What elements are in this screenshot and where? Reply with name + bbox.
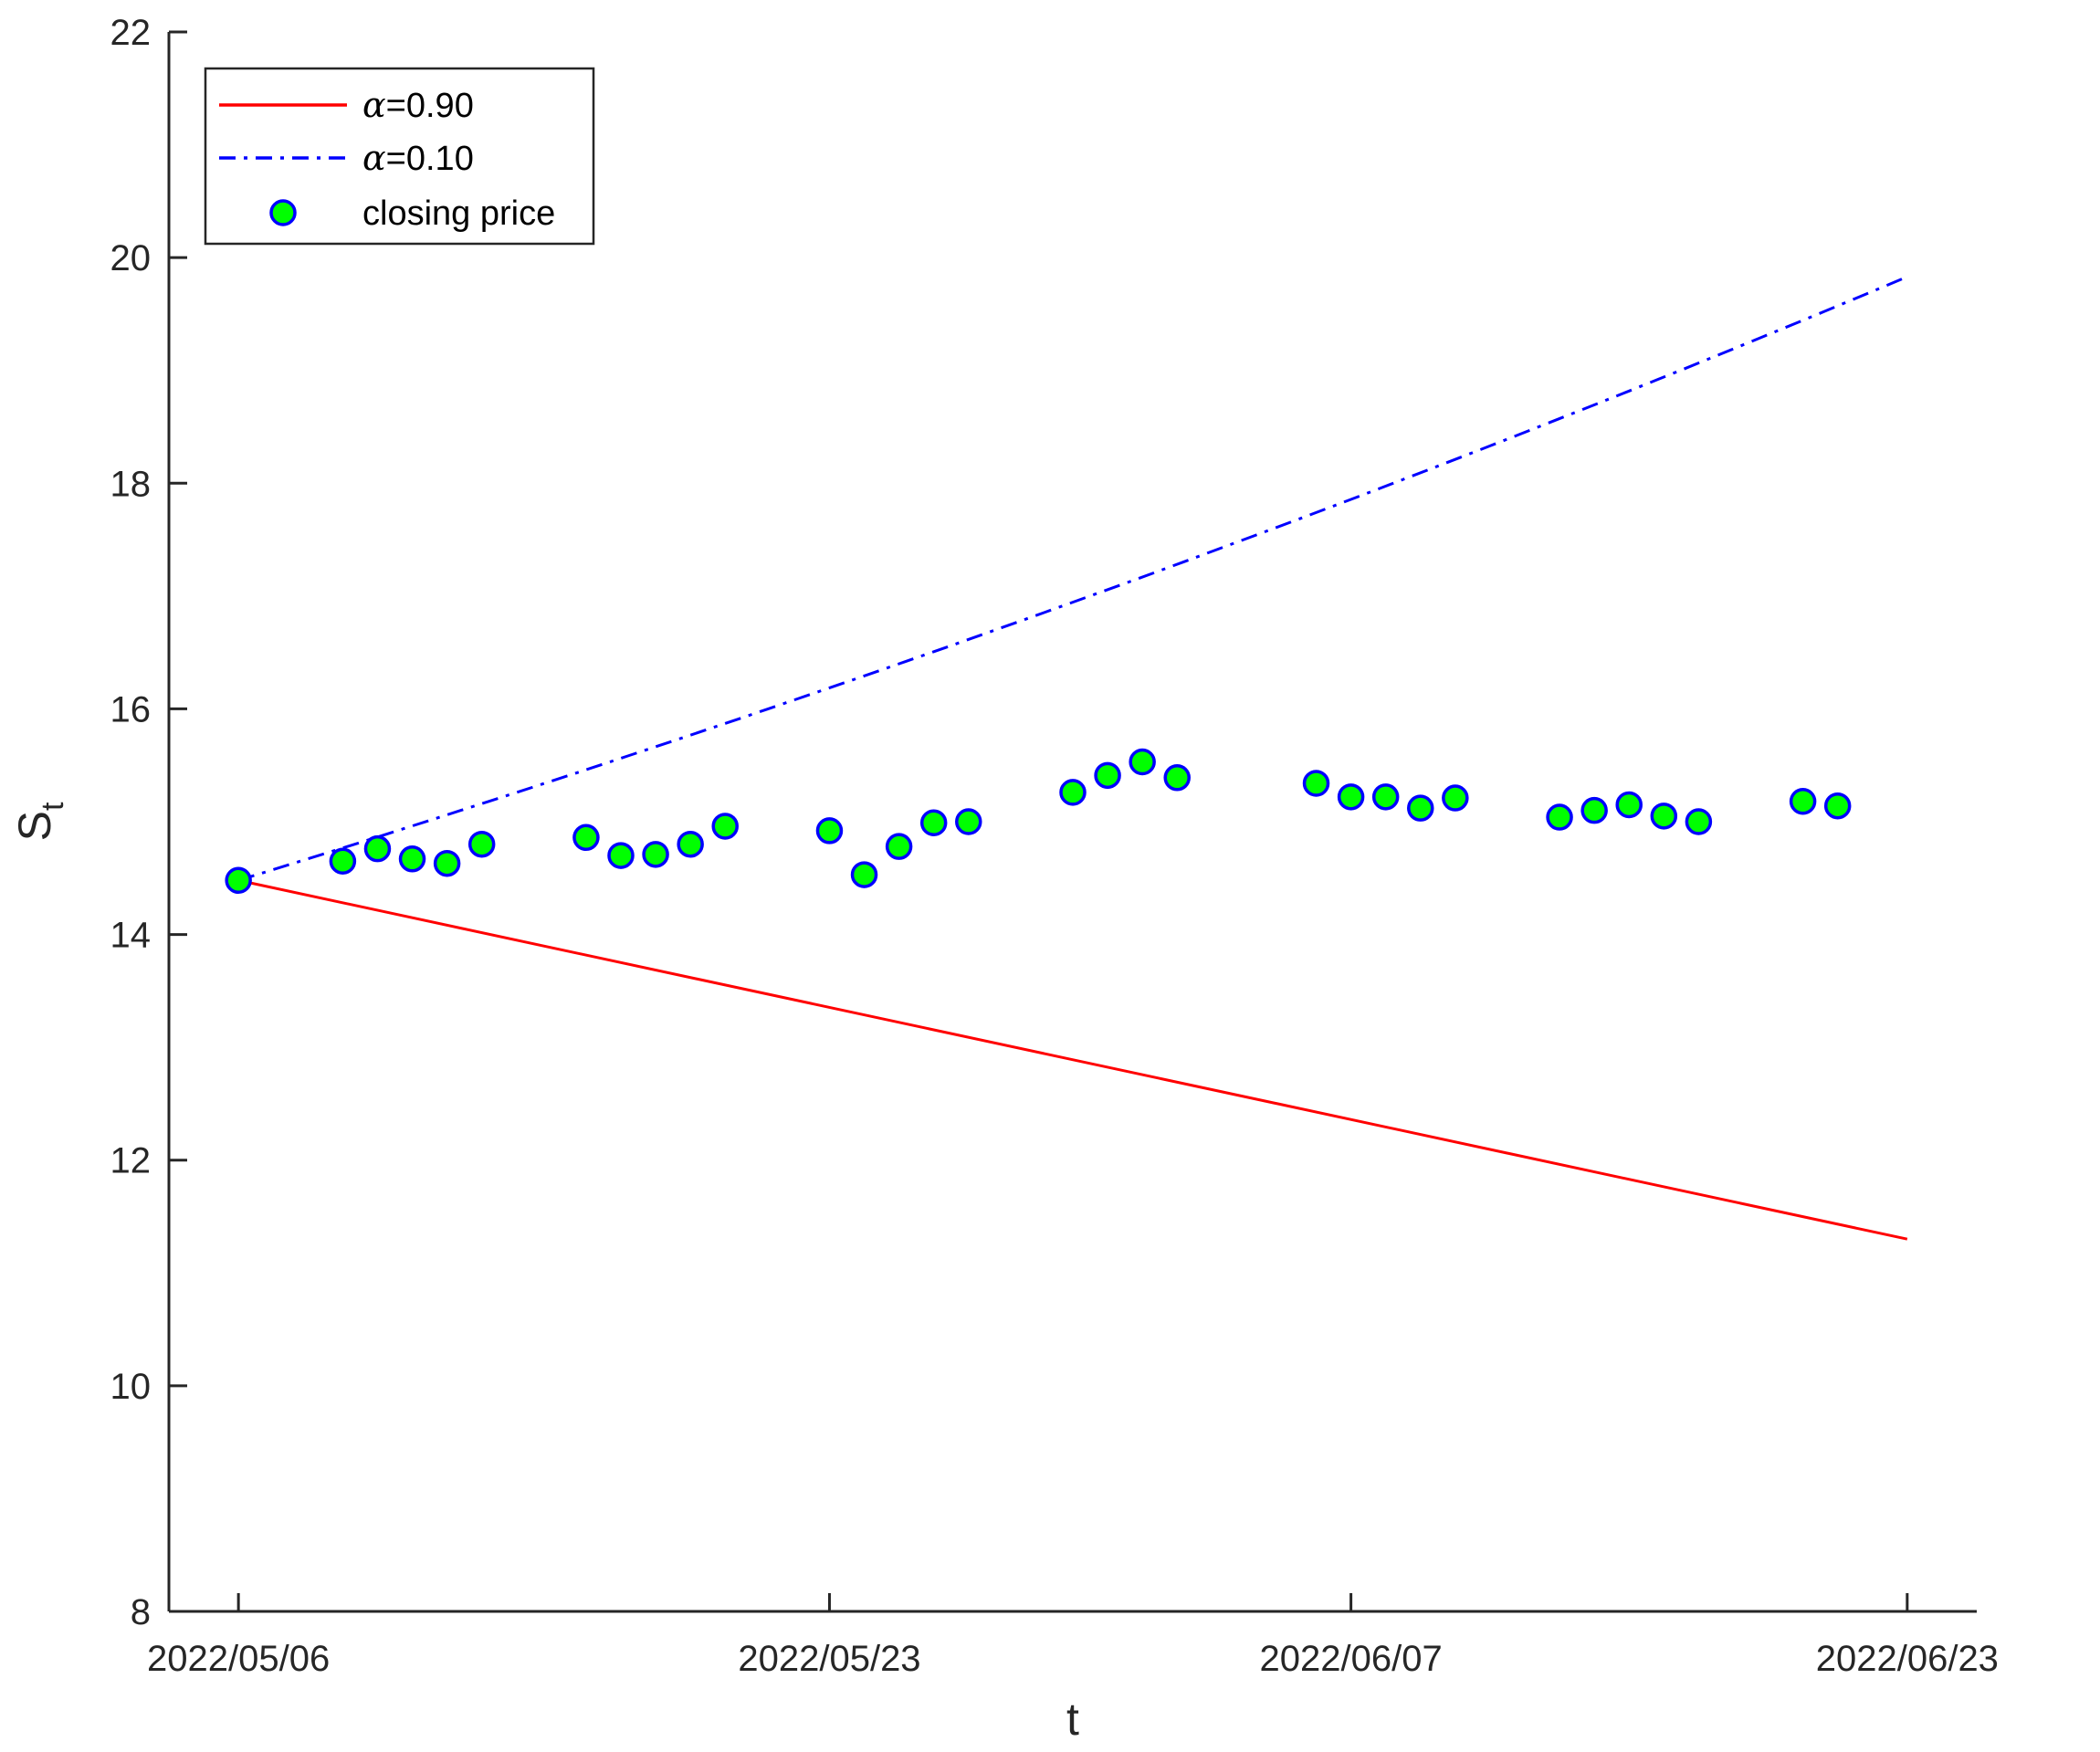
y-tick-label: 22 xyxy=(110,13,152,53)
closing-price-point xyxy=(1442,784,1469,812)
y-tick-label: 14 xyxy=(110,916,152,956)
closing-price-point xyxy=(711,813,739,840)
x-axis-title: t xyxy=(1066,1694,1079,1745)
series-line-alpha-010 xyxy=(237,275,1908,882)
closing-price-point xyxy=(467,830,496,858)
x-tick-label: 2022/06/07 xyxy=(1260,1639,1443,1679)
closing-price-point xyxy=(1580,796,1608,824)
y-tick-label: 18 xyxy=(110,464,152,504)
closing-price-point xyxy=(815,817,844,845)
closing-price-point xyxy=(677,830,704,858)
closing-price-point xyxy=(398,845,426,873)
x-tick-label: 2022/05/06 xyxy=(147,1639,330,1679)
legend-value: =0.90 xyxy=(386,87,474,125)
closing-price-point xyxy=(1302,770,1330,797)
closing-price-point xyxy=(1650,803,1678,830)
x-tick-label: 2022/05/23 xyxy=(738,1639,920,1679)
closing-price-point xyxy=(1685,808,1713,835)
closing-price-point xyxy=(1823,792,1852,820)
closing-price-point xyxy=(1407,794,1434,822)
closing-price-point xyxy=(607,842,635,869)
closing-price-point xyxy=(572,824,600,852)
y-tick-label: 12 xyxy=(110,1141,152,1181)
closing-price-point xyxy=(1546,803,1573,831)
legend-label-closing-price: closing price xyxy=(362,194,555,233)
closing-price-point xyxy=(919,809,948,836)
y-tick-label: 20 xyxy=(110,238,152,278)
series-line-alpha-090 xyxy=(237,878,1908,1241)
closing-price-point xyxy=(1059,779,1087,806)
series-layer xyxy=(225,275,1908,1241)
y-axis-title: St xyxy=(9,802,70,841)
legend-value: =0.10 xyxy=(386,140,474,178)
y-tick-label: 8 xyxy=(131,1592,151,1632)
closing-price-point xyxy=(955,808,982,835)
y-tick-label: 10 xyxy=(110,1367,152,1407)
axes: 8 10 12 14 16 18 20 22 2022/05/06 2022/05/23 2022/… xyxy=(110,13,1999,1679)
legend-symbol: α xyxy=(362,138,386,178)
closing-price-point xyxy=(363,834,392,863)
closing-price-point xyxy=(329,847,357,875)
closing-price-point xyxy=(1615,791,1643,819)
y-tick-label: 16 xyxy=(110,689,152,729)
closing-price-point xyxy=(225,866,252,895)
y-axis-title-main: S xyxy=(9,811,60,841)
closing-price-point xyxy=(1371,783,1400,811)
closing-price-point xyxy=(1337,783,1365,811)
closing-price-point xyxy=(1129,748,1156,776)
closing-price-point xyxy=(1789,788,1817,815)
legend-swatch-closing-price xyxy=(269,199,297,226)
closing-price-point xyxy=(1163,764,1191,792)
closing-price-point xyxy=(1094,761,1121,790)
closing-price-point xyxy=(642,841,669,868)
legend-label-alpha-090: α=0.90 xyxy=(362,85,474,125)
closing-price-point xyxy=(850,861,878,888)
closing-price-point xyxy=(885,833,913,860)
x-tick-label: 2022/06/23 xyxy=(1816,1639,1999,1679)
y-axis-title-subscript: t xyxy=(36,802,70,811)
closing-price-point xyxy=(433,849,461,877)
legend-symbol: α xyxy=(362,85,386,125)
legend-label-alpha-010: α=0.10 xyxy=(362,138,474,178)
